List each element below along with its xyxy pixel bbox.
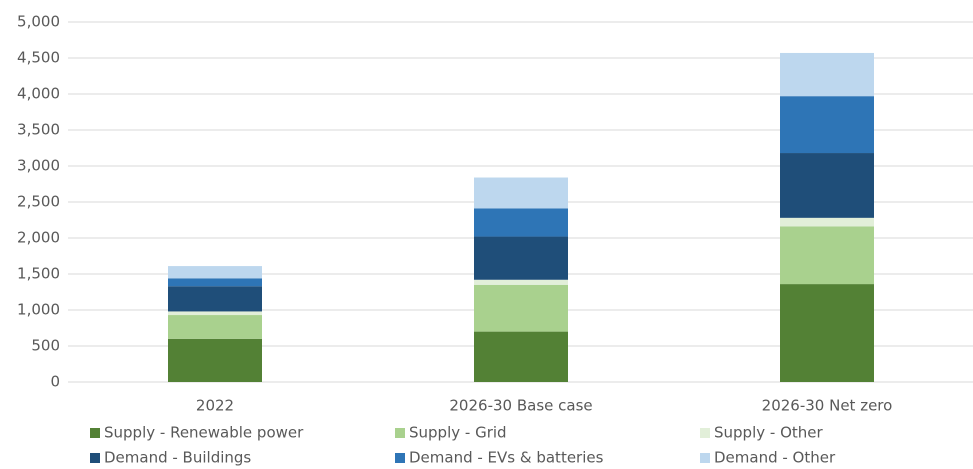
legend-marker	[90, 453, 100, 463]
bar-segment	[780, 226, 874, 285]
bar-segment	[474, 208, 568, 237]
legend-marker	[90, 428, 100, 438]
legend-marker	[395, 428, 405, 438]
bar-segment	[168, 286, 262, 312]
bar-segment	[168, 338, 262, 382]
legend-marker	[700, 453, 710, 463]
bar-segment	[168, 278, 262, 287]
legend-label: Demand - EVs & batteries	[409, 449, 604, 467]
bar-segment	[474, 177, 568, 209]
bar-segment	[168, 311, 262, 316]
y-tick-label: 2,500	[17, 193, 60, 211]
bar-segment	[168, 266, 262, 279]
x-tick-label: 2026-30 Net zero	[762, 397, 893, 415]
legend-marker	[700, 428, 710, 438]
y-tick-label: 4,000	[17, 85, 60, 103]
legend-marker	[395, 453, 405, 463]
bar-segment	[168, 315, 262, 339]
legend-label: Supply - Grid	[409, 424, 507, 442]
bar-segment	[474, 331, 568, 382]
legend-label: Supply - Renewable power	[104, 424, 304, 442]
legend-label: Supply - Other	[714, 424, 823, 442]
bar-segment	[474, 284, 568, 332]
bar-segment	[474, 279, 568, 285]
y-tick-label: 1,000	[17, 301, 60, 319]
bar-segment	[780, 52, 874, 97]
bar-segment	[780, 96, 874, 154]
bar-segment	[780, 153, 874, 218]
x-tick-label: 2022	[196, 397, 234, 415]
y-tick-label: 5,000	[17, 13, 60, 31]
y-tick-label: 0	[50, 373, 60, 391]
bar-segment	[780, 284, 874, 382]
bar-segment	[474, 236, 568, 280]
y-tick-label: 1,500	[17, 265, 60, 283]
bar-segment	[780, 217, 874, 227]
y-tick-label: 2,000	[17, 229, 60, 247]
y-tick-label: 500	[31, 337, 60, 355]
y-tick-label: 4,500	[17, 49, 60, 67]
y-tick-label: 3,000	[17, 157, 60, 175]
legend-label: Demand - Buildings	[104, 449, 251, 467]
y-tick-label: 3,500	[17, 121, 60, 139]
legend-label: Demand - Other	[714, 449, 836, 467]
x-tick-label: 2026-30 Base case	[449, 397, 592, 415]
